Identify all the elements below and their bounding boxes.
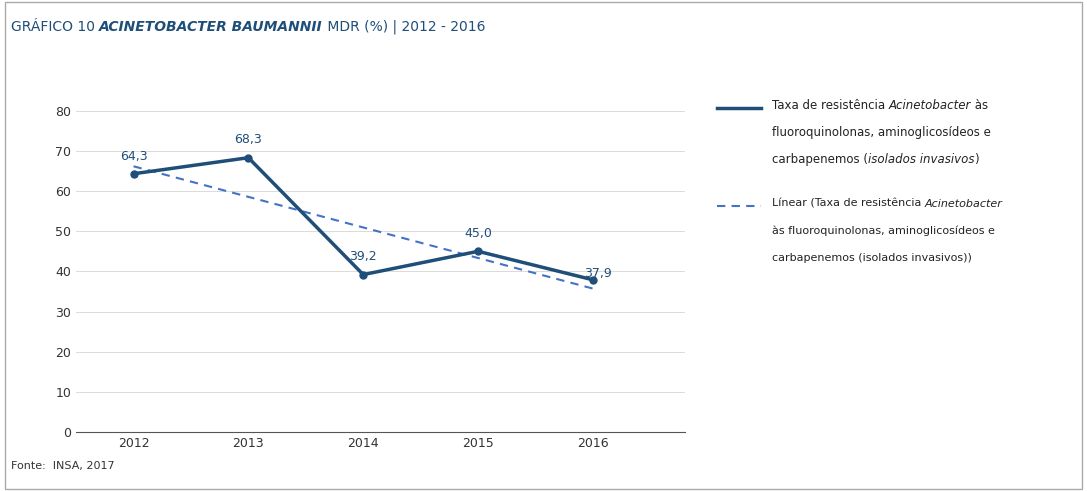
Text: às: às [971, 99, 988, 112]
Text: Fonte:  INSA, 2017: Fonte: INSA, 2017 [11, 462, 114, 471]
Text: isolados invasivos: isolados invasivos [867, 153, 974, 166]
Text: fluoroquinolonas, aminoglicosídeos e: fluoroquinolonas, aminoglicosídeos e [772, 126, 990, 139]
Text: Acinetobacter: Acinetobacter [925, 199, 1002, 209]
Text: GRÁFICO 10: GRÁFICO 10 [11, 20, 99, 34]
Text: Acinetobacter: Acinetobacter [889, 99, 971, 112]
Text: carbapenemos (isolados invasivos)): carbapenemos (isolados invasivos)) [772, 253, 972, 263]
Text: ): ) [974, 153, 979, 166]
Text: às fluoroquinolonas, aminoglicosídeos e: às fluoroquinolonas, aminoglicosídeos e [772, 225, 995, 236]
Text: carbapenemos (: carbapenemos ( [772, 153, 867, 166]
Text: ACINETOBACTER BAUMANNII: ACINETOBACTER BAUMANNII [99, 20, 323, 34]
Text: Línear (Taxa de resistência: Línear (Taxa de resistência [772, 199, 925, 209]
Text: MDR (%) | 2012 - 2016: MDR (%) | 2012 - 2016 [323, 20, 486, 34]
Text: 37,9: 37,9 [584, 267, 611, 280]
Text: 39,2: 39,2 [349, 250, 377, 263]
Text: 64,3: 64,3 [120, 150, 148, 163]
Text: 45,0: 45,0 [464, 227, 492, 240]
Text: Taxa de resistência: Taxa de resistência [772, 99, 889, 112]
Text: 68,3: 68,3 [235, 134, 262, 146]
